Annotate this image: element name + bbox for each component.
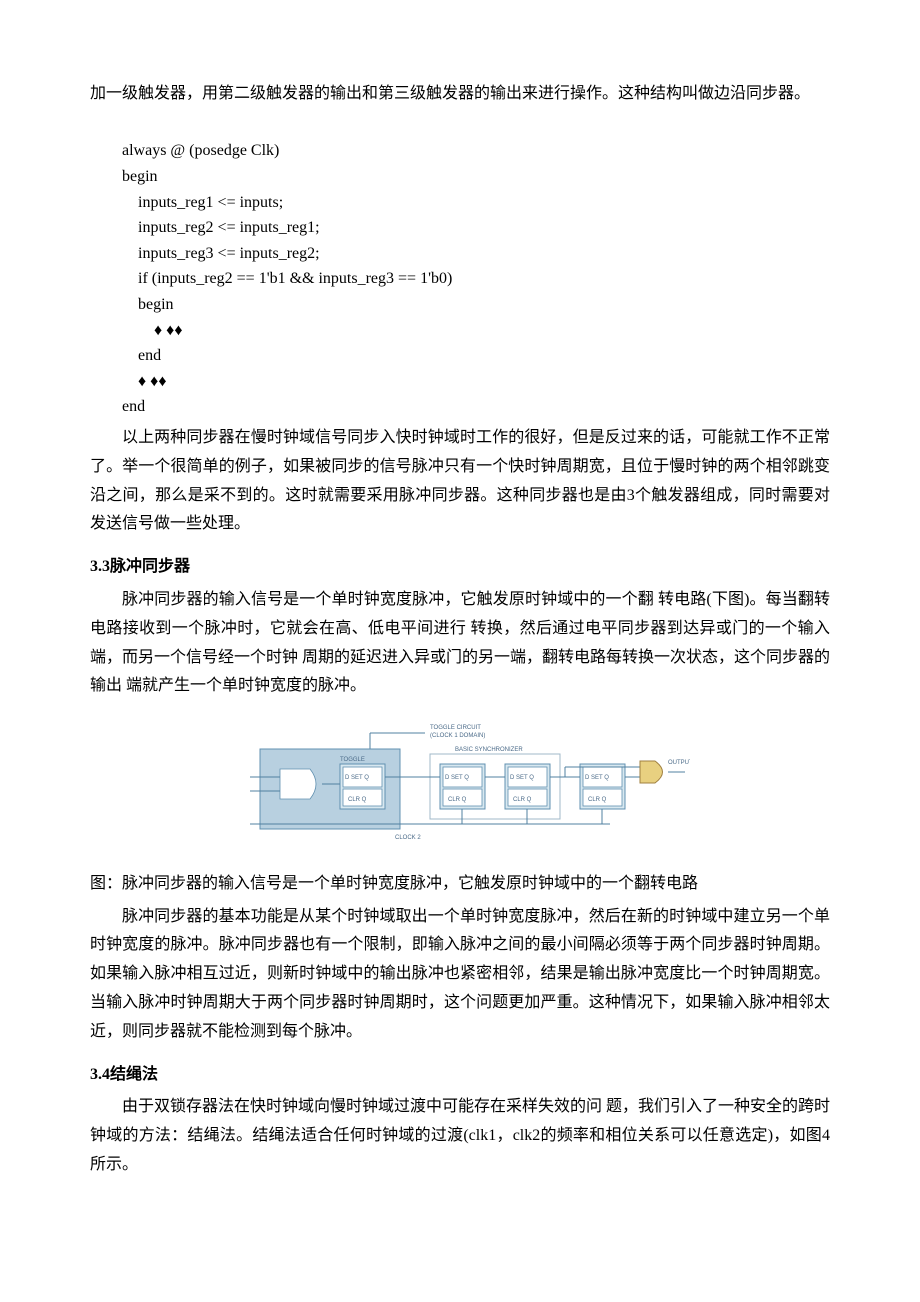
svg-text:D SET Q: D SET Q: [585, 775, 609, 781]
svg-text:CLR Q: CLR Q: [448, 797, 467, 803]
code-line: inputs_reg2 <= inputs_reg1;: [122, 219, 320, 236]
code-line: always @ (posedge Clk): [122, 142, 279, 159]
svg-text:CLR Q: CLR Q: [588, 797, 607, 803]
code-line: if (inputs_reg2 == 1'b1 && inputs_reg3 =…: [122, 270, 452, 287]
code-line: end: [122, 347, 161, 364]
svg-text:CLR Q: CLR Q: [513, 797, 532, 803]
pulse-synchronizer-diagram: TOGGLE CIRCUIT (CLOCK 1 DOMAIN) D SET Q …: [90, 719, 830, 860]
toggle-label: TOGGLE: [340, 757, 365, 763]
diagram-label-clock1-domain: (CLOCK 1 DOMAIN): [430, 733, 485, 739]
section-3-4-heading: 3.4结绳法: [90, 1061, 830, 1090]
diagram-label-output: OUTPUT: [668, 760, 690, 766]
section-3-4-p1: 由于双锁存器法在快时钟域向慢时钟域过渡中可能存在采样失效的问 题，我们引入了一种…: [90, 1093, 830, 1179]
code-line: ♦ ♦♦: [122, 373, 167, 390]
verilog-code-block: always @ (posedge Clk) begin inputs_reg1…: [122, 113, 830, 420]
svg-text:D SET Q: D SET Q: [510, 775, 534, 781]
diagram-label-toggle-circuit: TOGGLE CIRCUIT: [430, 725, 481, 731]
svg-text:D SET Q: D SET Q: [445, 775, 469, 781]
paragraph-after-code: 以上两种同步器在慢时钟域信号同步入快时钟域时工作的很好，但是反过来的话，可能就工…: [90, 424, 830, 539]
code-line: end: [122, 398, 145, 415]
diagram-label-clock2: CLOCK 2: [395, 835, 421, 841]
code-line: begin: [122, 296, 174, 313]
ff-label-set: D SET Q: [345, 775, 369, 781]
code-line: inputs_reg3 <= inputs_reg2;: [122, 245, 320, 262]
code-line: ♦ ♦♦: [122, 322, 183, 339]
ff-label-clr: CLR Q: [348, 797, 367, 803]
section-3-3-p2: 脉冲同步器的基本功能是从某个时钟域取出一个单时钟宽度脉冲，然后在新的时钟域中建立…: [90, 903, 830, 1047]
code-line: inputs_reg1 <= inputs;: [122, 194, 283, 211]
section-3-3-heading: 3.3脉冲同步器: [90, 553, 830, 582]
diagram-label-basic-sync: BASIC SYNCHRONIZER: [455, 747, 523, 753]
code-line: begin: [122, 168, 158, 185]
xor-gate-icon: [640, 761, 663, 783]
intro-paragraph: 加一级触发器，用第二级触发器的输出和第三级触发器的输出来进行操作。这种结构叫做边…: [90, 80, 830, 109]
diagram-caption: 图：脉冲同步器的输入信号是一个单时钟宽度脉冲，它触发原时钟域中的一个翻转电路: [90, 870, 830, 899]
section-3-3-p1: 脉冲同步器的输入信号是一个单时钟宽度脉冲，它触发原时钟域中的一个翻 转电路(下图…: [90, 586, 830, 701]
mux-shape: [280, 769, 316, 799]
